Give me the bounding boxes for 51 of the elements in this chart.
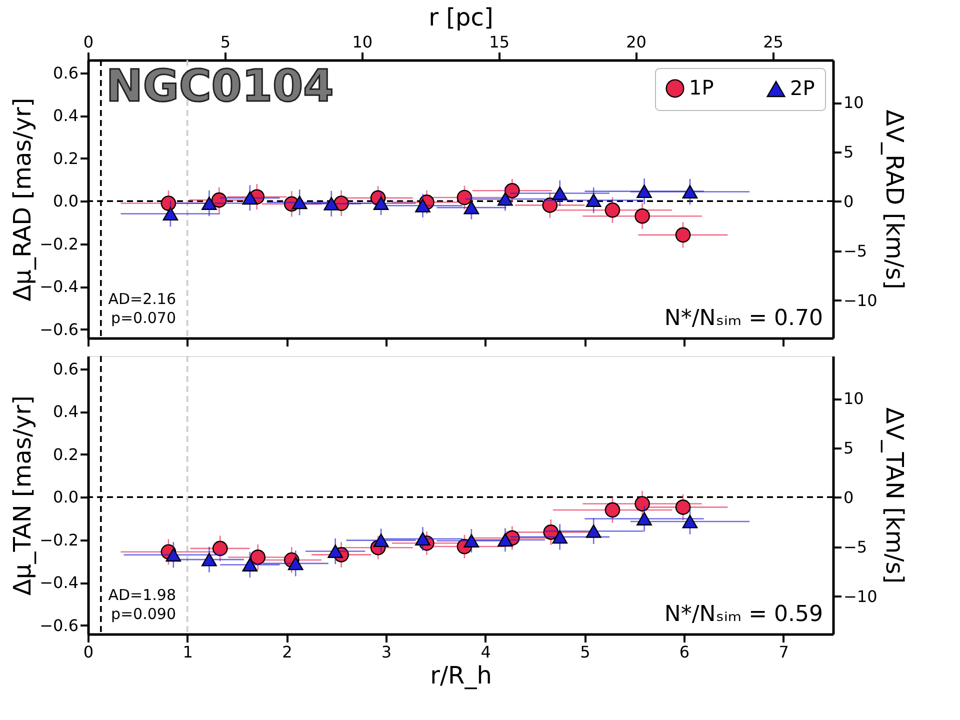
x-tick-label: 3 [381, 642, 392, 662]
y-axis-title: Δμ_RAD [mas/yr] [8, 98, 37, 302]
annotation: AD=2.16 p=0.070 [108, 290, 176, 327]
x-tick-label: 5 [580, 642, 590, 662]
y-tick-label: 0.4 [53, 106, 78, 126]
x-tick-label: 0 [83, 642, 94, 662]
legend-label: 2P [790, 76, 815, 100]
y-tick-label: 0.0 [53, 488, 78, 507]
x-tick-label: 1 [182, 642, 193, 662]
y-tick-label: −0.4 [40, 573, 78, 592]
x2-tick-label: 5 [220, 32, 231, 52]
y2-tick-label: 10 [844, 93, 864, 112]
y-tick-label: −0.6 [40, 320, 78, 339]
y-tick-label: 0.4 [53, 402, 78, 422]
x2-tick-label: 15 [489, 32, 510, 52]
y2-tick-label: −5 [844, 537, 868, 556]
y-tick-label: −0.4 [40, 277, 78, 296]
x-tick-label: 2 [282, 642, 292, 662]
annotation: N*/Nₛᵢₘ = 0.70 [664, 306, 823, 331]
y2-tick-label: 10 [844, 389, 864, 408]
y2-tick-label: 5 [844, 438, 854, 458]
y-tick-label: 0.6 [53, 63, 78, 82]
x2-tick-label: 10 [352, 32, 373, 52]
y2-axis-title: ΔV_RAD [km/s] [880, 110, 908, 290]
x2-tick-label: 25 [763, 32, 784, 52]
y-tick-label: −0.2 [40, 530, 78, 550]
y-tick-label: 0.6 [53, 359, 78, 378]
x2-tick-label: 20 [626, 32, 646, 52]
x2-axis-title: r [pc] [428, 4, 494, 32]
y2-tick-label: 5 [844, 142, 854, 162]
legend-label: 1P [689, 75, 714, 100]
y2-tick-label: 0 [844, 488, 854, 507]
annotation: NGC0104 [106, 61, 334, 112]
y2-tick-label: 0 [844, 192, 854, 211]
y-tick-label: −0.2 [40, 234, 78, 254]
y-tick-label: 0.2 [53, 148, 78, 168]
y-tick-label: −0.6 [40, 616, 78, 635]
annotation: N*/Nₛᵢₘ = 0.59 [664, 602, 823, 627]
y-tick-label: 0.0 [53, 192, 78, 211]
y2-tick-label: −10 [844, 586, 878, 606]
annotation: AD=1.98 p=0.090 [108, 586, 176, 623]
x2-tick-label: 0 [83, 32, 94, 52]
x-tick-label: 7 [778, 642, 789, 662]
x-axis-title: r/R_h [430, 662, 492, 690]
x-tick-label: 6 [679, 642, 690, 662]
y2-tick-label: −5 [844, 241, 868, 260]
x-tick-label: 4 [480, 642, 491, 662]
y-tick-label: 0.2 [53, 444, 78, 464]
y2-tick-label: −10 [844, 290, 878, 310]
y-axis-title: Δμ_TAN [mas/yr] [8, 396, 37, 596]
y2-axis-title: ΔV_TAN [km/s] [880, 407, 908, 584]
